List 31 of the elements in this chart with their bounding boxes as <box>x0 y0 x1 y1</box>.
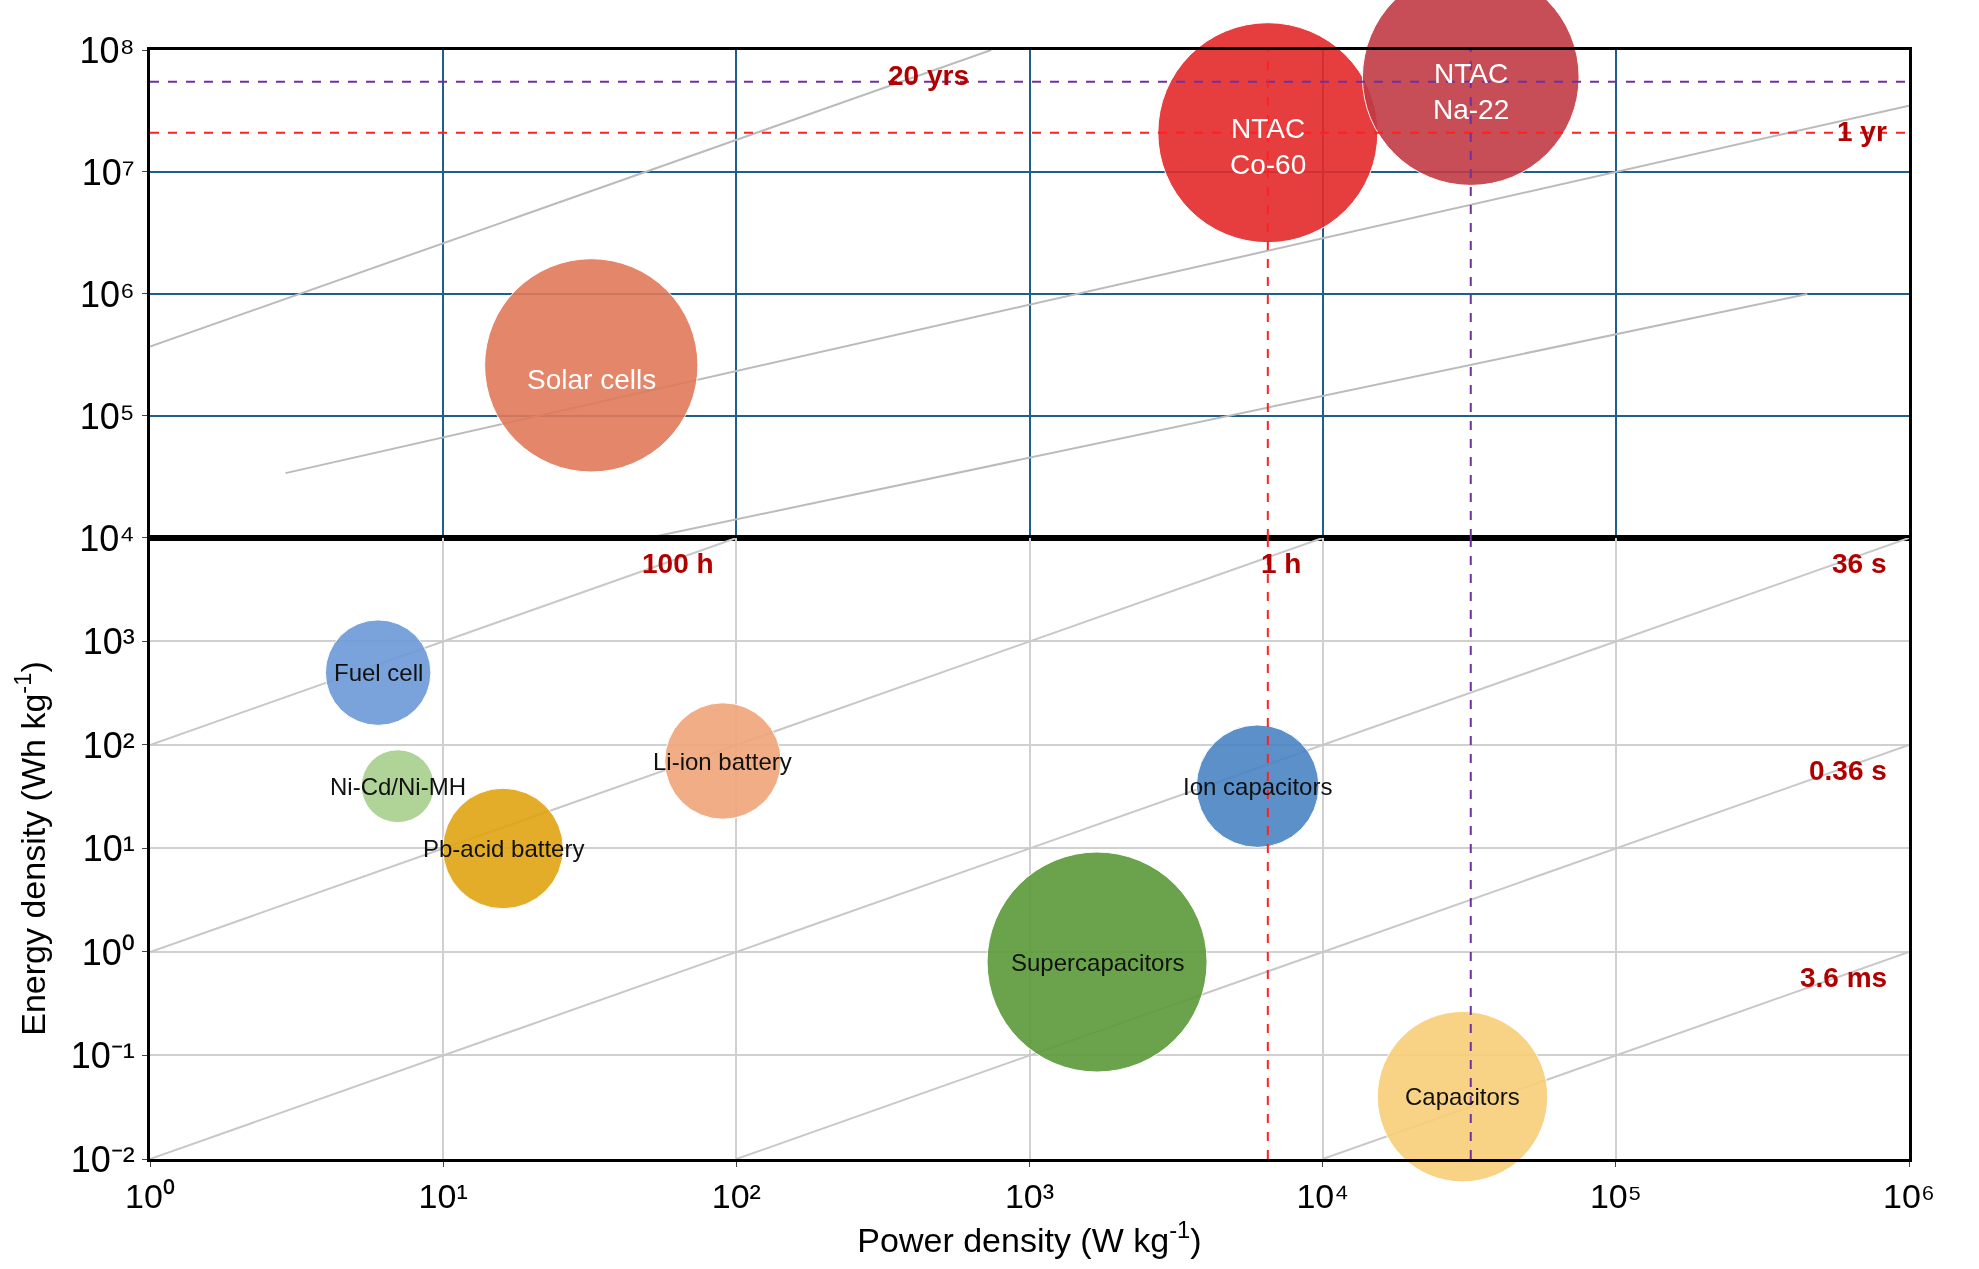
y-tick-label: 10⁷ <box>81 151 135 193</box>
x-tick-label: 10¹ <box>418 1176 468 1215</box>
series-label: Ni-Cd/Ni-MH <box>330 773 466 800</box>
y-tick-label: 10⁴ <box>79 517 135 559</box>
series-label: Capacitors <box>1405 1083 1520 1110</box>
series-label: 0.36 s <box>1809 755 1887 786</box>
series-label: Supercapacitors <box>1011 949 1185 976</box>
x-tick-label: 10⁴ <box>1296 1176 1349 1215</box>
x-tick-label: 10² <box>711 1176 761 1215</box>
y-tick-label: 10² <box>82 724 135 766</box>
series-label: NTAC Co-60 <box>1230 113 1307 181</box>
y-tick-label: 10¹ <box>82 828 135 870</box>
series-label: Solar cells <box>527 364 657 395</box>
y-tick-label: 10⁰ <box>81 931 135 973</box>
series-label: Fuel cell <box>334 659 424 686</box>
series-label: Li-ion battery <box>653 748 792 775</box>
y-tick-label: 10³ <box>82 621 135 663</box>
y-tick-label: 10⁶ <box>79 273 135 315</box>
series-label: 100 h <box>642 548 714 579</box>
y-tick-label: 10⁻¹ <box>70 1035 135 1077</box>
series-label: 3.6 ms <box>1800 962 1888 993</box>
x-tick-label: 10⁵ <box>1589 1176 1642 1215</box>
x-tick-label: 10⁶ <box>1883 1176 1935 1215</box>
series-label: 36 s <box>1832 548 1887 579</box>
series-label: NTAC Na-22 <box>1433 58 1510 126</box>
series-label: 1 h <box>1261 548 1302 579</box>
series-label: 20 yrs <box>888 60 969 91</box>
x-tick-label: 10³ <box>1004 1176 1055 1215</box>
y-tick-label: 10⁵ <box>79 395 135 437</box>
y-tick-label: 10⁸ <box>79 29 135 71</box>
x-axis-title: Power density (W kg$^{-1}$) <box>857 1215 1202 1260</box>
